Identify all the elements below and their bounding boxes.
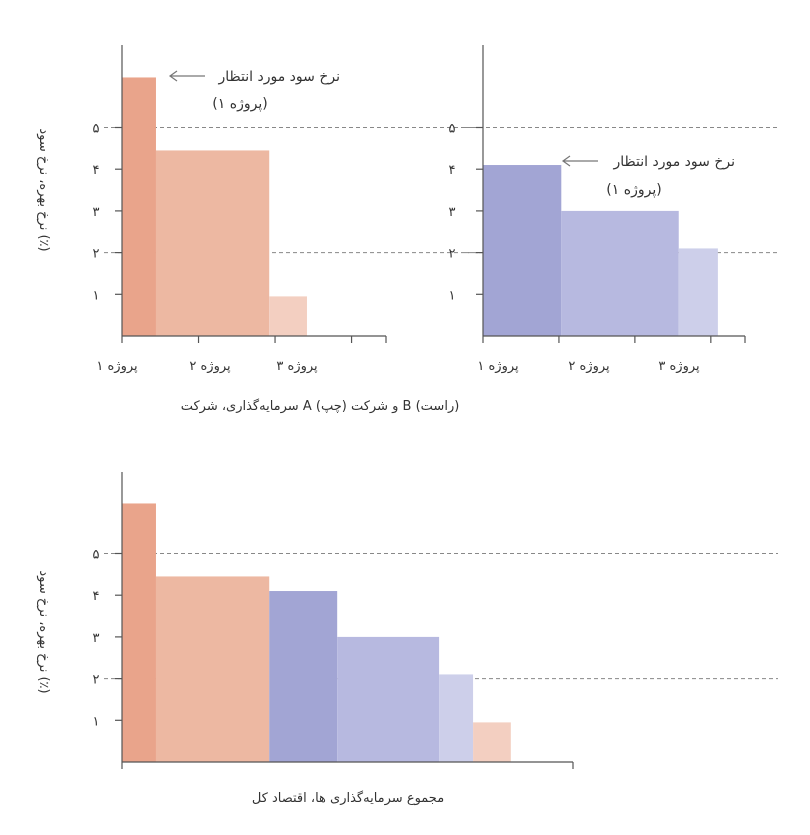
bar-2 <box>561 210 679 336</box>
bar-3 <box>678 248 718 336</box>
y-tick-label: ۱ <box>449 288 456 303</box>
y-tick-label: ۴ <box>93 163 100 178</box>
y-tick-label: ۳ <box>93 205 100 220</box>
y-axis-title-top: نرخ بهره، نرخ سود (٪) <box>36 128 51 251</box>
bar-4 <box>337 636 440 762</box>
y-tick-label: ۱ <box>93 714 100 729</box>
annotation-a-line2: (پروژه ۱) <box>212 96 267 112</box>
y-tick-label: ۵ <box>93 122 100 137</box>
bar-1 <box>122 77 156 337</box>
bar-2 <box>155 576 270 762</box>
y-tick-label: ۴ <box>93 589 100 604</box>
bar-3 <box>269 296 307 336</box>
bar-1 <box>122 503 156 762</box>
plot-economy_total: ۱ ۲ ۳ ۴ ۵ <box>93 472 778 769</box>
y-tick-label: ۴ <box>449 163 456 178</box>
category-label: پروژه ۱ <box>477 359 519 374</box>
y-tick-label: ۲ <box>449 247 456 262</box>
annotation-company-a: نرخ سود مورد انتظار (پروژه ۱) <box>168 69 340 112</box>
category-label: پروژه ۳ <box>658 359 700 374</box>
bar-2 <box>155 150 270 336</box>
annotation-a-line1: نرخ سود مورد انتظار <box>218 69 340 85</box>
plots-layer: ۱ ۲ ۳ ۴ ۵ پروژه ۱ پروژه ۲ پروژه ۳ ۱ ۲ ۳ ۴ ۵ پروژه ۱ پر… <box>93 45 778 769</box>
category-label: پروژه ۳ <box>276 359 318 374</box>
bar-1 <box>483 165 562 336</box>
plot-company_b: ۱ ۲ ۳ ۴ ۵ پروژه ۱ پروژه ۲ پروژه ۳ <box>449 45 778 374</box>
category-label: پروژه ۱ <box>96 359 138 374</box>
y-axis-title-bottom: نرخ بهره، نرخ سود (٪) <box>36 570 51 693</box>
annotation-b-line2: (پروژه ۱) <box>606 182 661 198</box>
bar-3 <box>269 591 338 762</box>
y-tick-label: ۲ <box>93 673 100 688</box>
category-label: پروژه ۲ <box>568 359 610 374</box>
annotation-company-b: نرخ سود مورد انتظار (پروژه ۱) <box>561 154 735 198</box>
x-axis-title-bottom: مجموع سرمایه‌گذاری ها، اقتصاد کل <box>252 790 444 806</box>
y-tick-label: ۲ <box>93 247 100 262</box>
y-tick-label: ۳ <box>93 631 100 646</box>
bar-5 <box>439 674 474 762</box>
annotation-b-line1: نرخ سود مورد انتظار <box>613 154 735 170</box>
plot-company_a: ۱ ۲ ۳ ۴ ۵ پروژه ۱ پروژه ۲ پروژه ۳ <box>93 45 478 374</box>
y-tick-label: ۳ <box>449 205 456 220</box>
y-tick-label: ۵ <box>93 548 100 563</box>
y-tick-label: ۱ <box>93 288 100 303</box>
x-axis-title-top: سرمایه‌گذاری، شرکت A (چپ) و شرکت B (راست… <box>181 398 460 414</box>
category-label: پروژه ۲ <box>189 359 231 374</box>
y-tick-label: ۵ <box>449 122 456 137</box>
bar-6 <box>473 722 511 762</box>
